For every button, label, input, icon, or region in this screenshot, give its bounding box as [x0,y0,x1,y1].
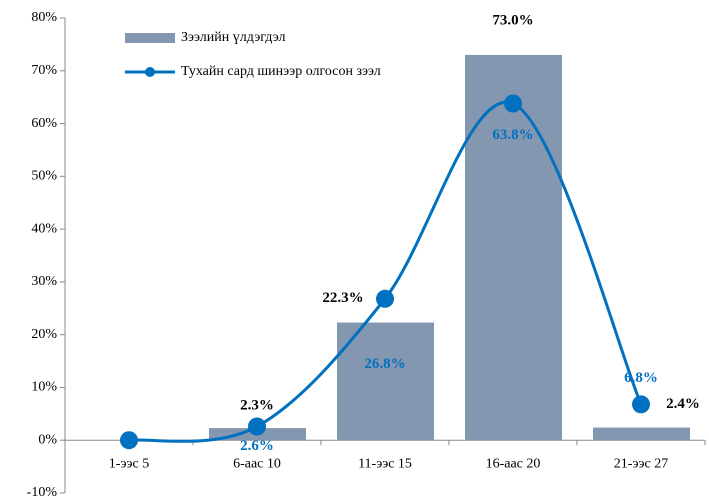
bar [465,54,562,441]
data-label: 63.8% [492,127,533,143]
y-tick-label: 0% [38,432,57,447]
data-label: 22.3% [322,290,363,306]
line-point [120,431,138,450]
data-label: 26.8% [364,356,405,372]
y-tick-label: 50% [31,169,57,184]
data-label: 73.0% [492,12,533,28]
x-tick-label: 1-ээс 5 [109,456,149,471]
line-point [376,289,394,308]
legend-swatch [145,67,155,77]
line-point [248,417,266,436]
legend-label: Тухайн сард шинээр олгосон зээл [181,64,381,79]
x-tick-label: 11-ээс 15 [358,456,412,471]
data-label: 2.3% [240,398,274,414]
data-label: 6.8% [624,370,658,386]
y-tick-label: 60% [31,116,57,131]
y-tick-label: 80% [31,10,57,25]
y-tick-label: 10% [31,380,57,395]
legend-swatch [125,33,175,43]
x-tick-label: 6-аас 10 [233,456,281,471]
line-point [504,94,522,113]
line-point [632,395,650,414]
data-label: 2.6% [240,438,274,454]
y-tick-label: 20% [31,327,57,342]
x-tick-label: 16-аас 20 [486,456,541,471]
y-tick-label: 40% [31,221,57,236]
y-tick-label: 70% [31,63,57,78]
bar [337,322,434,441]
y-tick-label: 30% [31,274,57,289]
data-label: 2.4% [666,396,700,412]
legend-label: Зээлийн үлдэгдэл [181,30,285,45]
line [128,100,643,443]
bar [593,427,690,441]
y-tick-label: -10% [27,485,58,498]
x-tick-label: 21-ээс 27 [614,456,668,471]
